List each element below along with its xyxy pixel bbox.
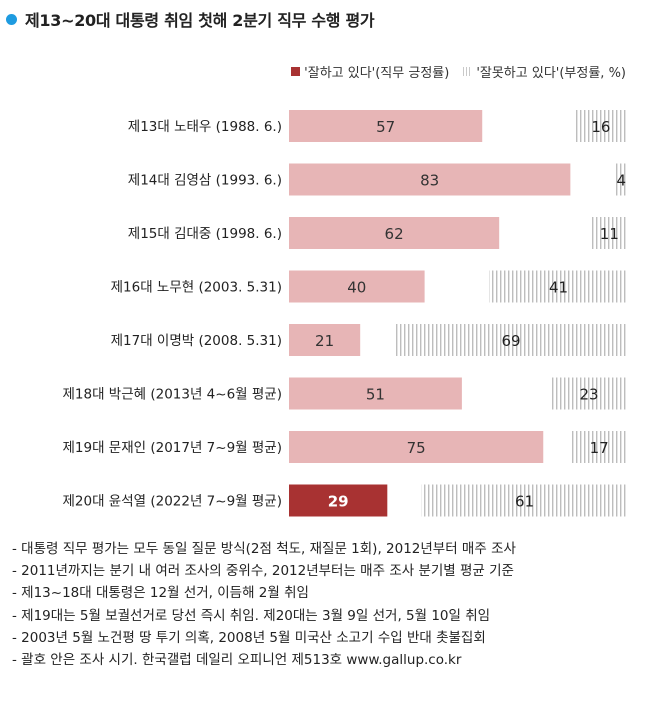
positive-bar [289, 431, 544, 463]
footnote-line: - 제13~18대 대통령은 12월 선거, 이듬해 2월 취임 [12, 585, 309, 602]
category-label: 제13대 노태우 (1988. 6.) [128, 119, 282, 135]
negative-bar [614, 163, 628, 196]
positive-value-label: 29 [328, 493, 349, 511]
footnote-line: - 2003년 5월 노건평 땅 투기 의혹, 2008년 5월 미국산 소고기… [12, 629, 486, 646]
category-label: 제16대 노무현 (2003. 5.31) [111, 280, 282, 296]
bullet-dot-icon [6, 13, 17, 25]
footnote-line: - 괄호 안은 조사 시기. 한국갤럽 데일리 오피니언 제513호 www.g… [12, 652, 462, 669]
positive-bar [289, 324, 361, 356]
positive-bar [289, 163, 571, 196]
legend-negative-swatch [463, 67, 473, 76]
legend-negative-label: '잘못하고 있다'(부정률, %) [476, 66, 626, 81]
negative-bar [421, 484, 628, 517]
positive-value-label: 83 [420, 172, 439, 190]
footnote-line: - 제19대는 5월 보궐선거로 당선 즉시 취임. 제20대는 3월 9일 선… [12, 607, 491, 624]
positive-value-label: 51 [366, 386, 385, 404]
positive-value-label: 40 [347, 279, 366, 297]
negative-bar [573, 110, 628, 142]
legend: '잘하고 있다'(직무 긍정률) '잘못하고 있다'(부정률, %) [291, 62, 626, 81]
negative-bar [550, 377, 628, 410]
negative-bar [489, 270, 628, 303]
positive-value-label: 57 [376, 118, 395, 136]
negative-value-label: 23 [579, 386, 598, 404]
legend-positive-label: '잘하고 있다'(직무 긍정률) [304, 66, 450, 81]
category-label: 제17대 이명박 (2008. 5.31) [111, 333, 282, 349]
category-label: 제18대 박근혜 (2013년 4~6월 평균) [62, 387, 282, 403]
positive-bar [289, 217, 500, 249]
footnote-line: - 2011년까지는 분기 내 여러 조사의 중위수, 2012년부터는 매주 … [12, 563, 514, 580]
negative-bar [590, 217, 628, 249]
negative-bar [394, 324, 628, 356]
positive-bar [289, 270, 425, 303]
category-label: 제15대 김대중 (1998. 6.) [128, 226, 282, 242]
category-label: 제14대 김영삼 (1993. 6.) [128, 173, 282, 189]
category-label: 제19대 문재인 (2017년 7~9월 평균) [62, 440, 282, 456]
negative-value-label: 4 [616, 172, 626, 190]
legend-positive-swatch [291, 67, 301, 76]
category-label: 제20대 윤석열 (2022년 7~9월 평균) [62, 494, 282, 510]
positive-bar [289, 110, 483, 142]
negative-value-label: 11 [600, 225, 619, 243]
positive-value-label: 62 [385, 225, 404, 243]
negative-value-label: 41 [549, 279, 568, 297]
positive-value-label: 21 [315, 332, 334, 350]
positive-bar [289, 377, 462, 410]
chart-title: 제13~20대 대통령 취임 첫해 2분기 직무 수행 평가 [6, 6, 375, 32]
negative-value-label: 17 [590, 439, 609, 457]
bar-chart: 제13대 노태우 (1988. 6.) 57 16 제14대 김영삼 (1993. 6… [62, 110, 628, 517]
footnote-line: - 대통령 직무 평가는 모두 동일 질문 방식(2점 척도, 재질문 1회),… [12, 541, 516, 557]
negative-value-label: 61 [515, 493, 534, 511]
negative-value-label: 16 [591, 118, 610, 136]
negative-bar [570, 431, 628, 463]
negative-value-label: 69 [501, 332, 520, 350]
chart-title-text: 제13~20대 대통령 취임 첫해 2분기 직무 수행 평가 [25, 11, 375, 30]
positive-bar [289, 484, 388, 517]
footnotes: - 대통령 직무 평가는 모두 동일 질문 방식(2점 척도, 재질문 1회),… [12, 538, 516, 671]
positive-value-label: 75 [407, 439, 426, 457]
